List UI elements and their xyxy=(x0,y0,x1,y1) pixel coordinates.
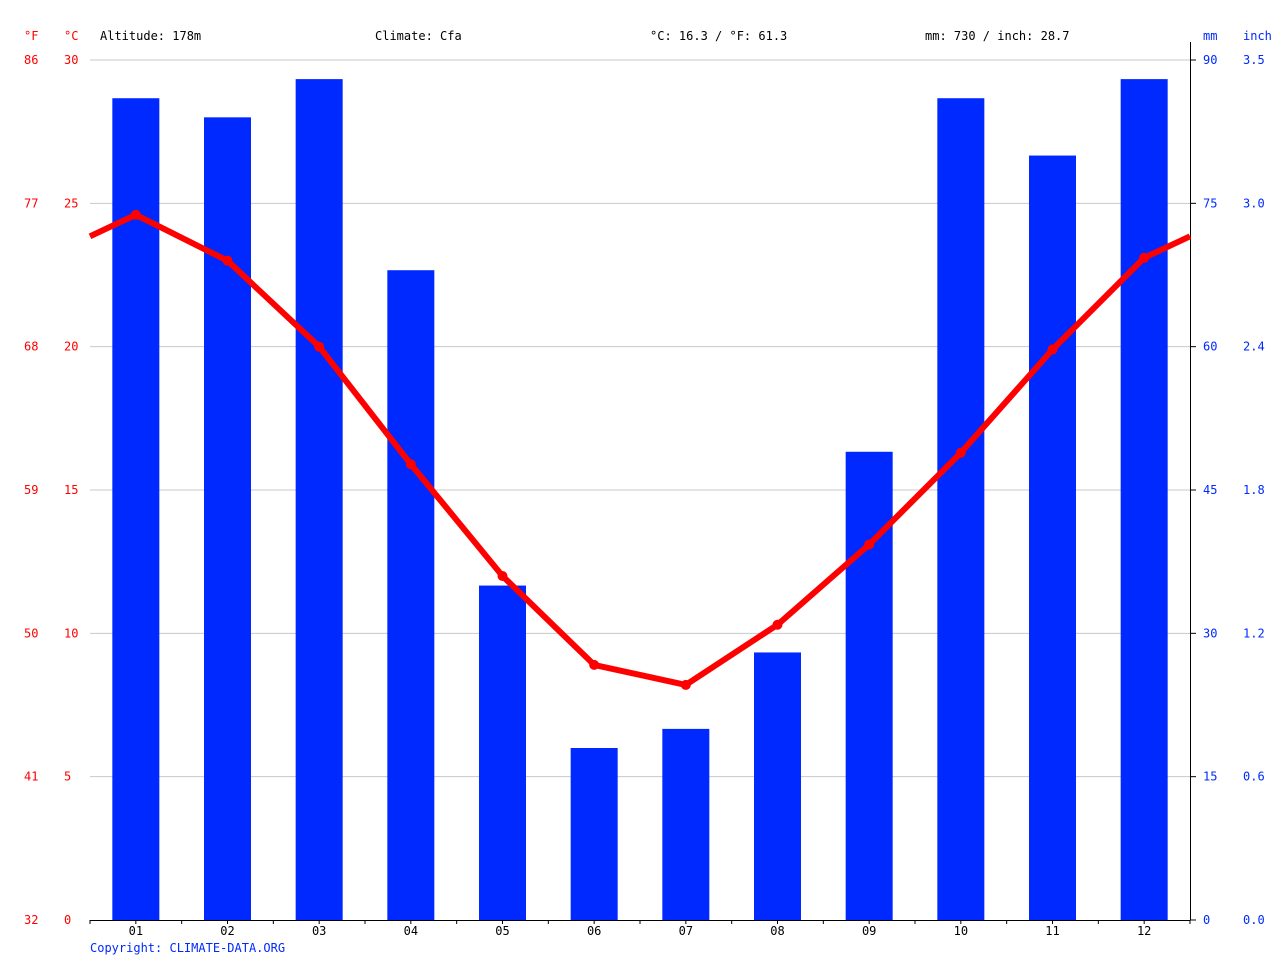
fahrenheit-tick-label: 77 xyxy=(24,196,38,210)
month-tick-label: 01 xyxy=(129,924,143,938)
month-tick-label: 09 xyxy=(862,924,876,938)
month-tick-label: 08 xyxy=(770,924,784,938)
precipitation-bar xyxy=(845,451,893,920)
precipitation-bar xyxy=(479,585,526,920)
celsius-tick-label: 10 xyxy=(64,626,78,640)
inch-tick-label: 3.5 xyxy=(1243,53,1265,67)
fahrenheit-tick-label: 50 xyxy=(24,626,38,640)
mm-tick-label: 0 xyxy=(1203,913,1210,927)
inch-tick-label: 1.8 xyxy=(1243,483,1265,497)
temperature-line-group xyxy=(88,209,1192,690)
tick-labels: 32 0 0 0.0 41 5 15 0.6 50 10 30 1.2 59 15 45 1.8 68 20 60 2… xyxy=(24,53,1265,938)
month-tick-label: 12 xyxy=(1137,924,1151,938)
fahrenheit-unit-label: °F xyxy=(24,29,38,43)
precipitation-bar xyxy=(1120,79,1168,921)
month-tick-label: 04 xyxy=(404,924,418,938)
precipitation-bar xyxy=(754,652,801,920)
climate-label: Climate: Cfa xyxy=(375,29,462,43)
celsius-tick-label: 5 xyxy=(64,770,71,784)
temperature-average-label: °C: 16.3 / °F: 61.3 xyxy=(650,29,787,43)
precipitation-bar xyxy=(937,98,985,920)
month-tick-label: 07 xyxy=(679,924,693,938)
temperature-point xyxy=(864,539,875,550)
mm-unit-label: mm xyxy=(1203,29,1217,43)
fahrenheit-tick-label: 59 xyxy=(24,483,38,497)
fahrenheit-tick-label: 41 xyxy=(24,770,38,784)
month-tick-label: 06 xyxy=(587,924,601,938)
gridlines xyxy=(90,59,1190,778)
precipitation-bar xyxy=(204,117,251,921)
temperature-point xyxy=(680,679,691,690)
temperature-point xyxy=(1139,252,1150,263)
inch-tick-label: 3.0 xyxy=(1243,196,1265,210)
mm-tick-label: 75 xyxy=(1203,196,1217,210)
temperature-point xyxy=(772,619,783,630)
celsius-tick-label: 15 xyxy=(64,483,78,497)
axes xyxy=(89,42,1196,924)
celsius-unit-label: °C xyxy=(64,29,78,43)
month-tick-label: 11 xyxy=(1045,924,1059,938)
precipitation-bar xyxy=(1029,155,1076,921)
inch-tick-label: 0.6 xyxy=(1243,770,1265,784)
mm-tick-label: 90 xyxy=(1203,53,1217,67)
month-tick-label: 05 xyxy=(495,924,509,938)
inch-tick-label: 0.0 xyxy=(1243,913,1265,927)
fahrenheit-tick-label: 68 xyxy=(24,340,38,354)
temperature-point xyxy=(589,659,600,670)
mm-tick-label: 45 xyxy=(1203,483,1217,497)
precipitation-bar xyxy=(387,270,435,920)
inch-tick-label: 1.2 xyxy=(1243,626,1265,640)
temperature-point xyxy=(222,255,233,266)
month-tick-label: 03 xyxy=(312,924,326,938)
temperature-line xyxy=(88,211,1192,688)
temperature-point xyxy=(955,447,966,458)
altitude-label: Altitude: 178m xyxy=(100,29,201,43)
temperature-point xyxy=(1047,344,1058,355)
precipitation-bar xyxy=(112,98,160,920)
temperature-point xyxy=(314,341,325,352)
month-tick-label: 10 xyxy=(954,924,968,938)
temperature-point xyxy=(405,459,416,470)
precipitation-bars xyxy=(112,79,1168,921)
celsius-tick-label: 0 xyxy=(64,913,71,927)
copyright-label: Copyright: CLIMATE-DATA.ORG xyxy=(90,941,285,955)
fahrenheit-tick-label: 86 xyxy=(24,53,38,67)
precipitation-total-label: mm: 730 / inch: 28.7 xyxy=(925,29,1070,43)
celsius-tick-label: 25 xyxy=(64,196,78,210)
month-tick-label: 02 xyxy=(220,924,234,938)
mm-tick-label: 30 xyxy=(1203,626,1217,640)
temperature-point xyxy=(497,571,508,581)
inch-tick-label: 2.4 xyxy=(1243,340,1265,354)
celsius-tick-label: 20 xyxy=(64,340,78,354)
mm-tick-label: 15 xyxy=(1203,770,1217,784)
precipitation-bar xyxy=(570,748,618,920)
celsius-tick-label: 30 xyxy=(64,53,78,67)
inch-unit-label: inch xyxy=(1243,29,1272,43)
precipitation-bar xyxy=(662,728,710,920)
mm-tick-label: 60 xyxy=(1203,340,1217,354)
fahrenheit-tick-label: 32 xyxy=(24,913,38,927)
temperature-point xyxy=(130,209,141,220)
precipitation-bar xyxy=(295,79,343,921)
